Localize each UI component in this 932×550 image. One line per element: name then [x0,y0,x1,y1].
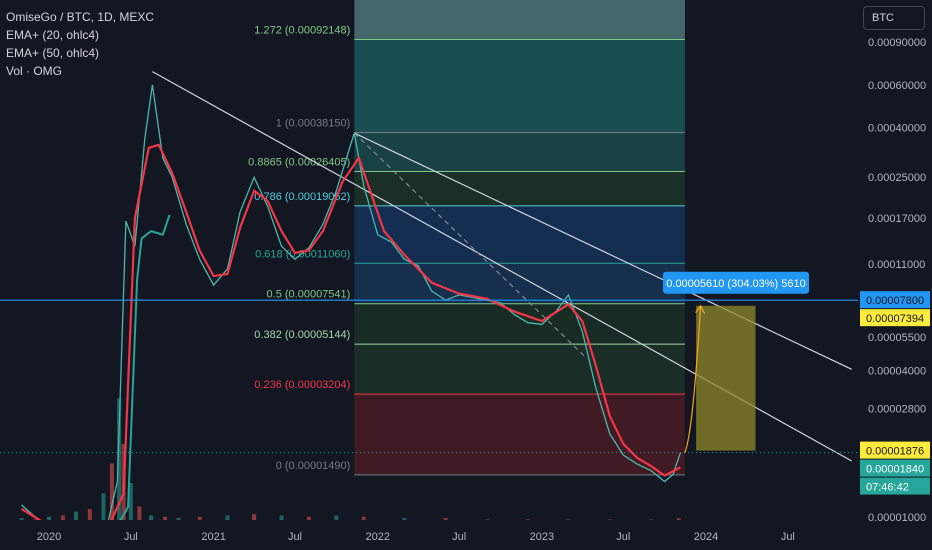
fib-zone [354,263,685,304]
fib-zone [354,0,685,40]
volume-bar [197,516,202,522]
x-tick-label: 2024 [694,531,718,543]
price-axis-label-box [860,459,930,477]
price-axis-label: 07:46:42 [866,482,909,494]
y-tick-label: 0.00090000 [868,37,926,49]
fib-level-label: 0.5 (0.00007541) [267,289,351,301]
y-tick-label: 0.00001000 [868,512,926,524]
x-tick-label: Jul [124,531,138,543]
volume-bar [109,463,114,522]
fib-level-label: 0.786 (0.00019062) [254,191,350,203]
x-tick-label: 2023 [530,531,554,543]
x-tick-label: 2020 [37,531,61,543]
fib-zone [354,394,685,475]
x-tick-label: Jul [288,531,302,543]
y-tick-label: 0.00017000 [868,213,926,225]
fib-zone [354,303,685,345]
price-axis-label: 0.00007800 [866,295,924,307]
volume-bar [279,515,284,522]
fib-zone [354,171,685,206]
price-axis-label-box [860,477,930,495]
projection-box [696,305,756,451]
volume-bar [149,515,154,522]
y-tick-label: 0.00002800 [868,403,926,415]
volume-bar [73,511,78,522]
volume-bar [87,509,92,522]
fib-level-label: 0 (0.00001490) [276,460,351,472]
fib-zone [354,39,685,133]
indicator-volume[interactable]: Vol · OMG [6,64,63,78]
volume-bar [361,516,366,522]
fib-level-label: 0.8865 (0.00026405) [248,156,350,168]
symbol-title[interactable]: OmiseGo / BTC, 1D, MEXC [6,10,155,24]
volume-bar [101,493,106,522]
y-tick-label: 0.00011000 [868,259,925,271]
x-tick-label: 2021 [201,531,225,543]
fib-level-label: 1.272 (0.00092148) [254,25,350,37]
fib-level-label: 1 (0.00038150) [276,118,351,130]
price-axis-label-box [860,309,930,327]
volume-bar [334,515,339,522]
x-tick-label: Jul [616,531,630,543]
x-tick-label: Jul [781,531,795,543]
volume-bar [252,514,257,522]
volume-bar [117,398,122,522]
price-axis-label: 0.00001876 [866,446,924,458]
fib-zone [354,205,685,264]
projection-arrow [684,305,702,453]
fib-zone [354,344,685,395]
ema50-line [116,214,171,527]
projection-label: 0.00005610 (304.03%) 5610 [666,278,805,290]
volume-bar [163,516,168,522]
y-tick-label: 0.00040000 [868,123,926,135]
price-axis-label-box [860,441,930,459]
ema20-line [21,143,681,540]
fib-level-label: 0.236 (0.00003204) [254,379,350,391]
volume-bar [137,506,142,522]
fib-level-label: 0.618 (0.00011060) [255,248,350,260]
chart-legend: OmiseGo / BTC, 1D, MEXC EMA+ (20, ohlc4)… [6,8,154,80]
x-tick-label: Jul [452,531,466,543]
price-axis-label: 0.00001840 [866,464,924,476]
y-tick-label: 0.00004000 [868,366,926,378]
price-axis-label-box [860,291,930,309]
trend-line [354,132,852,370]
y-tick-label: 0.00060000 [868,80,926,92]
currency-button[interactable]: BTC [863,6,925,30]
y-tick-label: 0.00025000 [868,172,926,184]
volume-bar [225,515,230,522]
indicator-ema20[interactable]: EMA+ (20, ohlc4) [6,28,100,42]
projection-arrowhead [695,304,706,315]
projection-label-box [663,271,809,294]
volume-bar [47,516,51,522]
x-tick-label: 2022 [365,531,389,543]
volume-bar [60,515,65,522]
fib-zone [354,132,685,172]
price-axis-label: 0.00007394 [866,313,924,325]
volume-bar [128,483,133,522]
volume-bar [306,516,311,522]
y-tick-label: 0.00005500 [868,332,926,344]
time-axis-panel [0,520,932,550]
indicator-ema50[interactable]: EMA+ (50, ohlc4) [6,46,100,60]
fib-level-label: 0.382 (0.00005144) [254,329,350,341]
